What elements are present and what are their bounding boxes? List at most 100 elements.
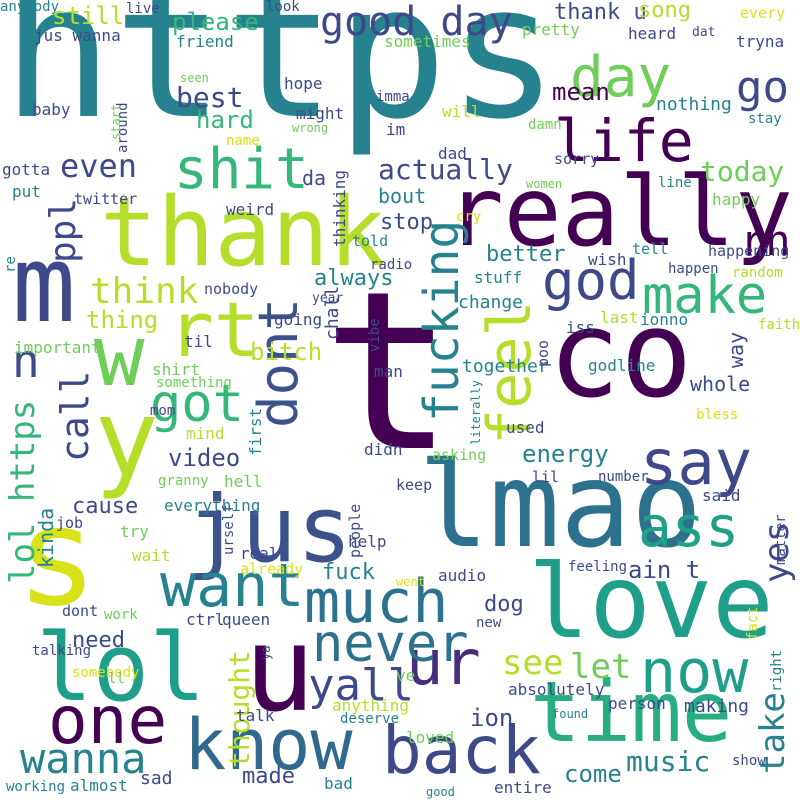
word-one: one: [48, 682, 168, 759]
word-making: making: [684, 696, 750, 717]
word-mom: mom: [150, 403, 176, 419]
word-line: line: [658, 175, 692, 191]
word-feeling: feeling: [568, 559, 628, 575]
word-im: im: [386, 120, 406, 139]
word-almost: almost: [70, 776, 128, 795]
word-u: u: [244, 600, 316, 738]
word-went: went: [396, 575, 425, 589]
word-poo: poo: [534, 339, 552, 367]
word-stop: stop: [380, 210, 433, 235]
word-fact: fact: [745, 606, 761, 640]
word-cause: cause: [72, 494, 139, 519]
word-audio: audio: [438, 566, 487, 585]
word-granny: granny: [158, 473, 209, 489]
word-best: best: [176, 81, 244, 114]
word-cry: cry: [456, 209, 482, 225]
word-person: person: [608, 694, 666, 713]
word-dont: dont: [62, 602, 99, 620]
word-rn: rn: [740, 216, 791, 265]
word-wish: wish: [588, 250, 627, 269]
word-didn: didn: [364, 440, 403, 459]
word-women: women: [526, 177, 563, 191]
word-might: might: [296, 104, 345, 123]
word-tell: tell: [632, 240, 669, 258]
word-da: da: [302, 166, 327, 190]
word-stay: stay: [748, 111, 782, 127]
word-talk: talk: [236, 706, 275, 725]
word-https: https: [2, 0, 559, 160]
word-n: n: [12, 334, 40, 388]
word-something: something: [156, 375, 232, 391]
word-thank: thank: [100, 178, 386, 288]
word-radio: radio: [370, 257, 413, 273]
word-re: re: [3, 256, 19, 273]
word-bad: bad: [324, 774, 353, 793]
word-say: say: [640, 426, 752, 499]
word-put: put: [12, 182, 41, 201]
word-happy: happy: [712, 190, 761, 209]
word-anything: anything: [332, 696, 410, 715]
word-video: video: [168, 444, 241, 472]
word-god: god: [542, 249, 640, 312]
word-faith: faith: [758, 317, 800, 333]
word-dad: dad: [438, 144, 467, 163]
word-ur: ur: [406, 626, 481, 699]
word-heard: heard: [628, 24, 677, 43]
word-let: let: [570, 647, 632, 687]
word-look: look: [266, 0, 300, 15]
word-loved: loved: [406, 728, 455, 747]
word-gotta: gotta: [2, 160, 51, 179]
word-mean: mean: [552, 78, 610, 106]
word-ctrl: ctrl: [186, 610, 225, 629]
word-live: live: [126, 1, 160, 17]
word-ll: ll: [108, 671, 125, 687]
word-better: better: [486, 242, 566, 267]
word-imma: imma: [376, 89, 410, 105]
word-first: first: [246, 407, 265, 456]
word-sad: sad: [140, 768, 173, 789]
word-never: never: [312, 614, 469, 674]
word-lil: lil: [532, 468, 560, 486]
word-everything: everything: [164, 496, 261, 515]
word-last: last: [600, 308, 639, 327]
word-baby: baby: [32, 100, 71, 119]
word-thing: thing: [86, 306, 159, 334]
word-start: start: [109, 103, 123, 140]
word-shirt: shirt: [152, 360, 201, 379]
word-bitch: bitch: [250, 338, 323, 366]
word-change: change: [458, 292, 524, 313]
word-time: time: [530, 663, 733, 761]
word-w: w: [94, 307, 145, 405]
word-help: help: [348, 532, 387, 551]
word-ve: ve: [396, 666, 416, 685]
word-godline: godline: [588, 356, 656, 375]
word-see: see: [502, 643, 564, 683]
word-love: love: [528, 543, 774, 662]
word-chall: chall: [322, 285, 343, 340]
word-damn: damn: [528, 117, 562, 133]
word-stuff: stuff: [474, 268, 523, 287]
word-bout: bout: [378, 184, 427, 208]
word-urself: urself: [221, 504, 237, 555]
word-keep: keep: [396, 476, 433, 494]
word-right: right: [769, 649, 785, 692]
word-dat: dat: [692, 25, 716, 40]
word-anybody: anybody: [0, 0, 60, 15]
word-dog: dog: [484, 592, 524, 617]
word-wrong: wrong: [292, 121, 329, 135]
word-iss: iss: [566, 318, 595, 337]
word-absolutely: absolutely: [508, 680, 605, 699]
word-come: come: [564, 760, 622, 788]
word-got: got: [150, 374, 244, 434]
word-bless: bless: [696, 407, 739, 423]
word-try: try: [120, 522, 149, 541]
word-weird: weird: [226, 200, 275, 219]
word-day: day: [570, 45, 672, 110]
word-happen: happen: [668, 261, 719, 277]
word-work: work: [104, 607, 138, 623]
word-need: need: [72, 628, 125, 653]
word-mind: mind: [186, 424, 225, 443]
word-fucking: fucking: [414, 219, 470, 422]
word-life: life: [554, 107, 694, 175]
